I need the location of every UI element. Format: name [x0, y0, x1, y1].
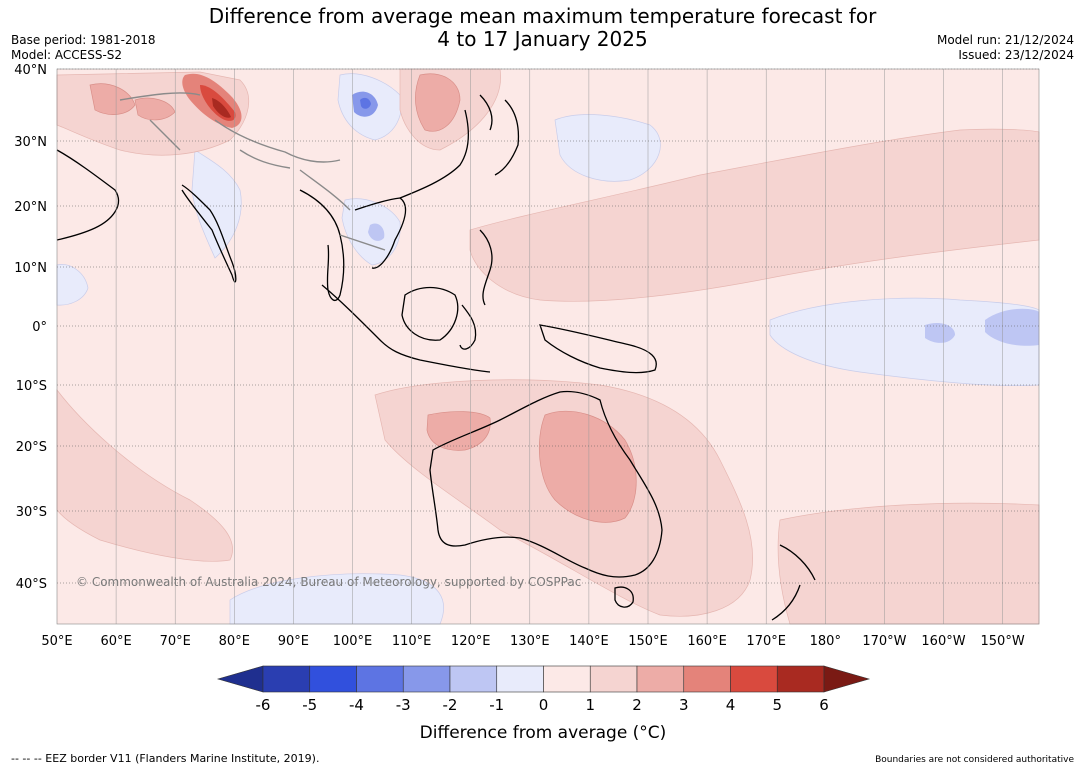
colorbar-label: Difference from average (°C)	[420, 723, 667, 743]
colorbar-segment	[543, 665, 591, 693]
colorbar-tick-label: -1	[489, 696, 504, 714]
colorbar-tick-label: -4	[349, 696, 364, 714]
longitude-label: 70°E	[160, 634, 191, 649]
latitude-label: 10°N	[14, 261, 47, 276]
latitude-label: 30°S	[16, 505, 47, 520]
colorbar-tick-label: 2	[632, 696, 642, 714]
longitude-label: 80°E	[219, 634, 250, 649]
map-title-line1: Difference from average mean maximum tem…	[208, 4, 877, 28]
colorbar-segment	[683, 665, 731, 693]
colorbar-tick-label: 3	[679, 696, 689, 714]
colorbar-tick-label: 6	[819, 696, 829, 714]
colorbar-tick-label: -2	[443, 696, 458, 714]
longitude-label: 170°W	[862, 634, 906, 649]
colorbar-segment	[309, 665, 357, 693]
graticule	[57, 68, 1039, 624]
longitude-label: 120°E	[451, 634, 491, 649]
anomaly-fields	[56, 68, 1040, 625]
colorbar-extend-high	[823, 665, 871, 693]
boundaries-disclaimer: Boundaries are not considered authoritat…	[875, 755, 1074, 765]
longitude-label: 150°E	[628, 634, 668, 649]
colorbar-segment	[636, 665, 685, 693]
colorbar-tick-label: 0	[539, 696, 549, 714]
latitude-label: 40°N	[14, 63, 47, 78]
latitude-labels: 40°N 30°N 20°N 10°N 0° 10°S 20°S 30°S 40°S	[14, 63, 47, 592]
colorbar-segment	[589, 665, 638, 693]
longitude-label: 170°E	[746, 634, 786, 649]
longitude-label: 110°E	[392, 634, 432, 649]
latitude-label: 40°S	[16, 577, 47, 592]
colorbar-tick-label: -3	[396, 696, 411, 714]
eez-border-legend: -- -- -- EEZ border V11 (Flanders Marine…	[11, 752, 320, 765]
latitude-label: 20°N	[14, 200, 47, 215]
colorbar-tick-label: -6	[256, 696, 271, 714]
colorbar-segment	[730, 665, 778, 693]
latitude-label: 10°S	[16, 379, 47, 394]
longitude-label: 50°E	[41, 634, 72, 649]
longitude-label: 90°E	[278, 634, 309, 649]
base-period-label: Base period: 1981-2018	[11, 33, 156, 47]
colorbar-tick-label: 4	[726, 696, 736, 714]
colorbar-segment	[262, 665, 311, 693]
longitude-label: 130°E	[510, 634, 550, 649]
longitude-label: 150°W	[981, 634, 1025, 649]
longitude-label: 60°E	[100, 634, 131, 649]
map-panel: © Commonwealth of Australia 2024, Bureau…	[56, 68, 1040, 625]
copyright-text: © Commonwealth of Australia 2024, Bureau…	[76, 575, 581, 589]
colorbar-tick-label: 5	[772, 696, 782, 714]
model-run-label: Model run: 21/12/2024	[936, 33, 1074, 47]
colorbar-segment	[449, 665, 498, 693]
colorbar-segment	[776, 665, 825, 693]
latitude-label: 20°S	[16, 440, 47, 455]
longitude-label: 140°E	[569, 634, 609, 649]
map-title-line2: 4 to 17 January 2025	[437, 27, 648, 51]
model-label: Model: ACCESS-S2	[11, 48, 123, 62]
longitude-label: 180°	[810, 634, 841, 649]
colorbar-tick-label: 1	[585, 696, 595, 714]
latitude-label: 30°N	[14, 135, 47, 150]
latitude-label: 0°	[32, 320, 47, 335]
colorbar-extend-low	[216, 665, 264, 693]
colorbar-segment	[356, 665, 404, 693]
colorbar-segment	[496, 665, 544, 693]
longitude-labels: 50°E 60°E 70°E 80°E 90°E 100°E 110°E 120°E 130°E…	[41, 634, 1024, 649]
longitude-label: 100°E	[333, 634, 373, 649]
colorbar-tick-label: -5	[302, 696, 317, 714]
colorbar-segment	[402, 665, 451, 693]
longitude-label: 160°E	[687, 634, 727, 649]
issued-label: Issued: 23/12/2024	[958, 48, 1074, 62]
longitude-label: 160°W	[921, 634, 965, 649]
map-frame	[56, 68, 1040, 625]
colorbar: -6 -5 -4 -3 -2 -1 0 1 2 3 4 5 6	[216, 665, 871, 714]
